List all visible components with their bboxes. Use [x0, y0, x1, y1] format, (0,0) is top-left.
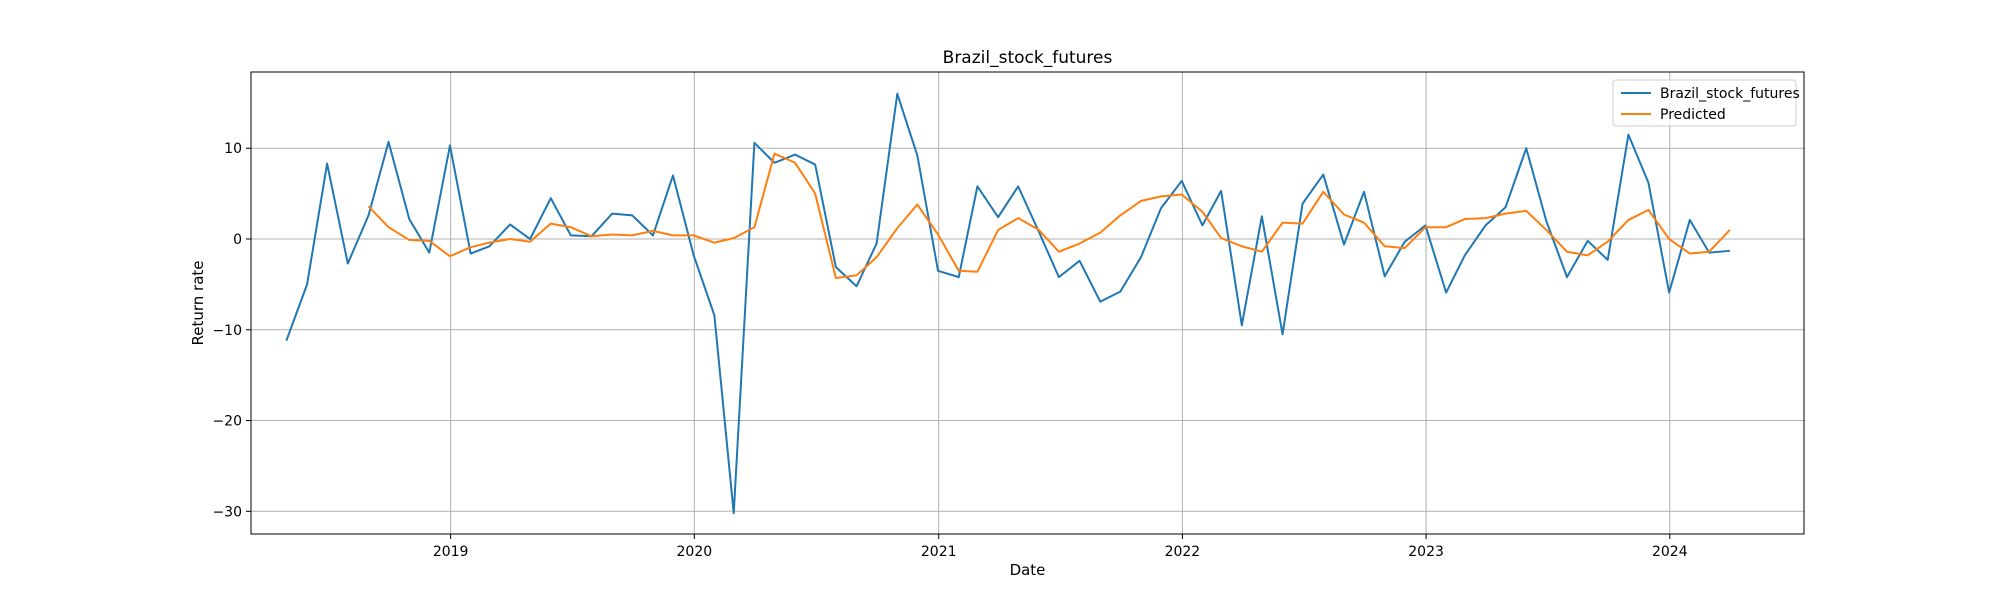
x-tick-label: 2021 [921, 544, 957, 560]
x-tick-label: 2024 [1652, 544, 1688, 560]
legend: Brazil_stock_futures Predicted [1612, 79, 1800, 127]
y-tick-label: −10 [212, 323, 242, 339]
series-line-actual [285, 92, 1730, 515]
x-tick-label: 2023 [1408, 544, 1444, 560]
grid [251, 72, 1804, 534]
legend-label: Predicted [1660, 107, 1726, 123]
y-axis: 10 0 −10 −20 −30 [212, 141, 251, 520]
x-tick-label: 2019 [433, 544, 469, 560]
y-tick-label: −20 [212, 414, 242, 430]
x-axis: 2019 2020 2021 2022 2023 2024 [433, 534, 1688, 560]
x-axis-label: Date [1010, 561, 1046, 579]
y-axis-label: Return rate [189, 260, 207, 345]
legend-box [1612, 79, 1797, 127]
x-tick-label: 2022 [1165, 544, 1201, 560]
y-tick-label: 0 [233, 232, 242, 248]
legend-label: Brazil_stock_futures [1660, 86, 1800, 102]
x-tick-label: 2020 [677, 544, 713, 560]
series-line-predicted [367, 152, 1731, 280]
y-tick-label: 10 [224, 141, 242, 157]
y-tick-label: −30 [212, 504, 242, 520]
plot-frame [250, 71, 1805, 535]
chart-title: Brazil_stock_futures [943, 48, 1113, 68]
series-layer [285, 92, 1731, 515]
